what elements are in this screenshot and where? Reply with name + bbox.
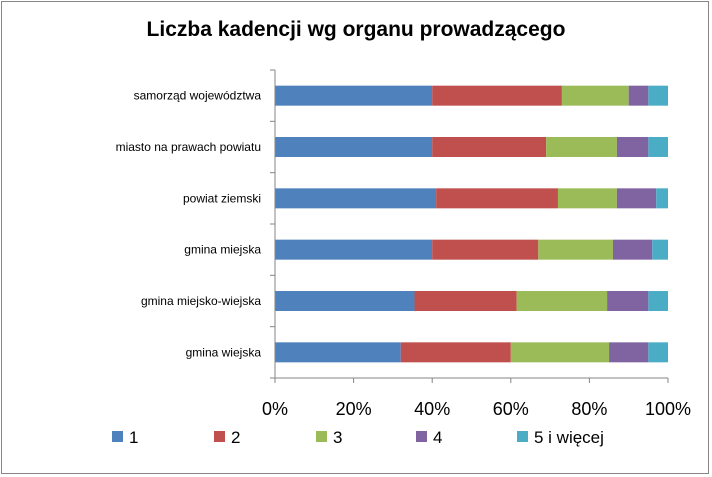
bar-segment [275,85,433,106]
chart-title: Liczba kadencji wg organu prowadzącego [146,18,566,41]
bar-segment [648,137,668,157]
x-tick-label: 0% [262,399,288,419]
category-label: gmina miejsko-wiejska [141,294,261,308]
bar-segment [432,239,539,260]
legend-swatch [416,431,427,442]
x-tick-label: 100% [645,399,691,419]
legend-label: 4 [433,428,442,447]
legend-swatch [112,431,123,442]
bar-segment [607,291,649,311]
bar-segment [616,137,649,157]
bar-segment [400,342,511,363]
bar-segment [275,137,433,157]
category-label: gmina wiejska [186,345,262,359]
x-tick-label: 40% [414,399,450,419]
bar-segment [561,85,629,106]
legend-label: 3 [333,428,342,447]
bar-segment [432,85,562,106]
bar-segment [616,188,657,209]
bar-segment [648,291,668,311]
bar-segment [609,342,649,363]
category-label: miasto na prawach powiatu [116,140,261,154]
bar-segment [275,188,437,209]
bar-segment [546,137,617,157]
bar-segment [648,85,668,106]
x-tick-label: 20% [336,399,372,419]
bar-segment [628,85,649,106]
bar-segment [275,291,415,311]
legend-label: 5 i więcej [534,428,604,447]
legend-label: 1 [129,428,138,447]
bar-segment [557,188,617,209]
bar-segment [275,342,401,363]
legend-swatch [316,431,327,442]
bar-segment [432,137,547,157]
bar-segment [648,342,668,363]
bar-segment [538,239,613,260]
bar-segment [275,239,433,260]
bar-segment [414,291,517,311]
bar-segment [656,188,668,209]
bar-segment [516,291,608,311]
x-tick-label: 60% [493,399,529,419]
bar-segment [652,239,668,260]
bar-segment [612,239,653,260]
category-label: gmina miejska [184,243,261,257]
x-tick-label: 80% [571,399,607,419]
category-label: powiat ziemski [183,191,261,205]
bar-segment [510,342,610,363]
legend-swatch [214,431,225,442]
legend-label: 2 [231,428,240,447]
legend-swatch [517,431,528,442]
category-label: samorząd województwa [134,89,262,103]
bar-segment [436,188,558,209]
